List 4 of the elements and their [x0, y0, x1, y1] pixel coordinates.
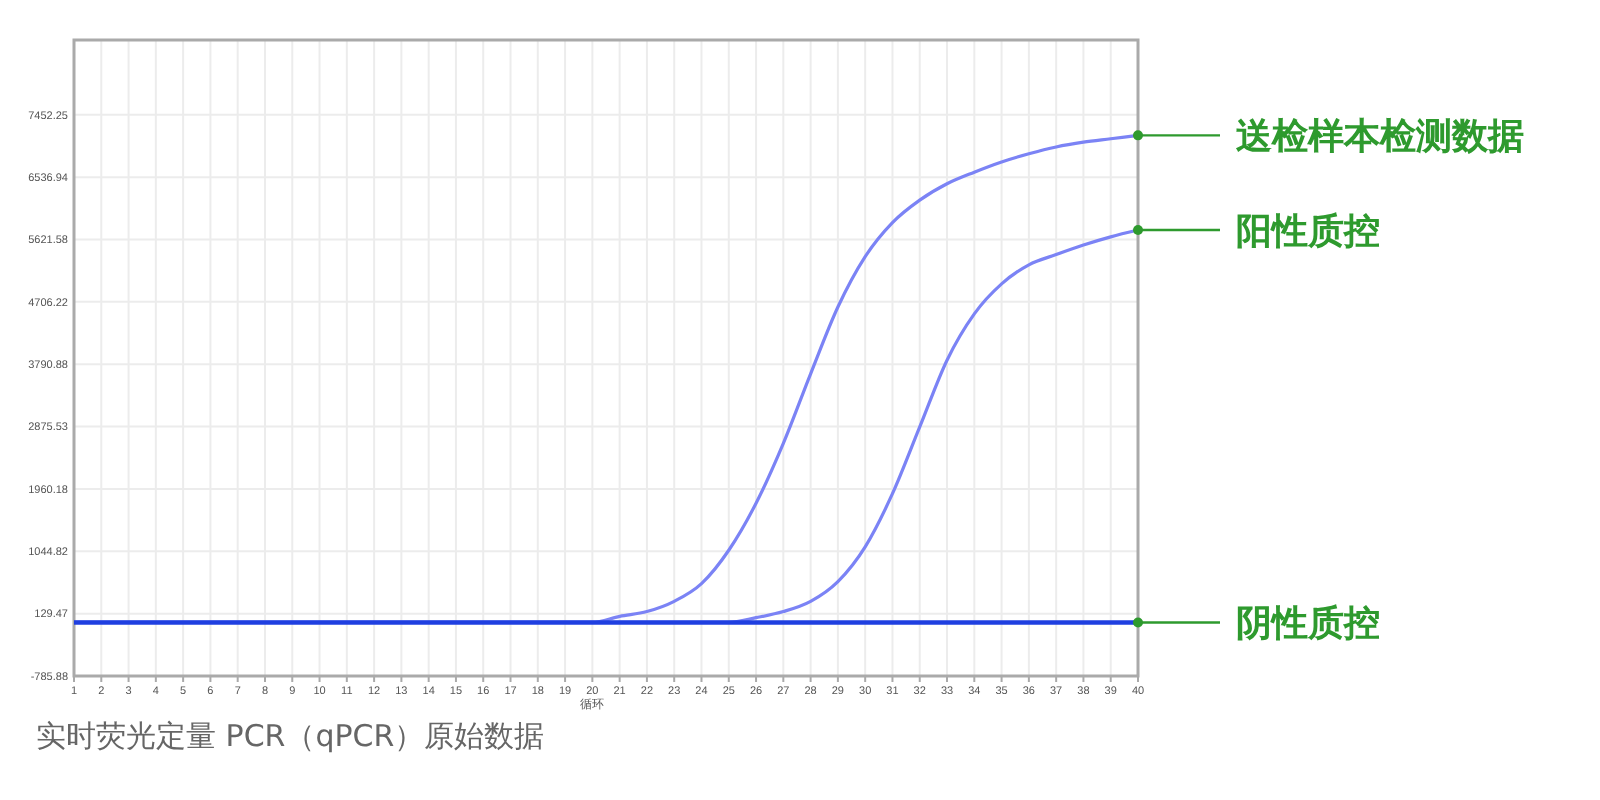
legend-label: 阳性质控	[1236, 210, 1380, 253]
legend-label: 阴性质控	[1236, 603, 1380, 646]
legend-label: 送检样本检测数据	[1234, 115, 1524, 158]
text: 实时荧光定量 PCR（qPCR）原始数据	[36, 718, 545, 754]
